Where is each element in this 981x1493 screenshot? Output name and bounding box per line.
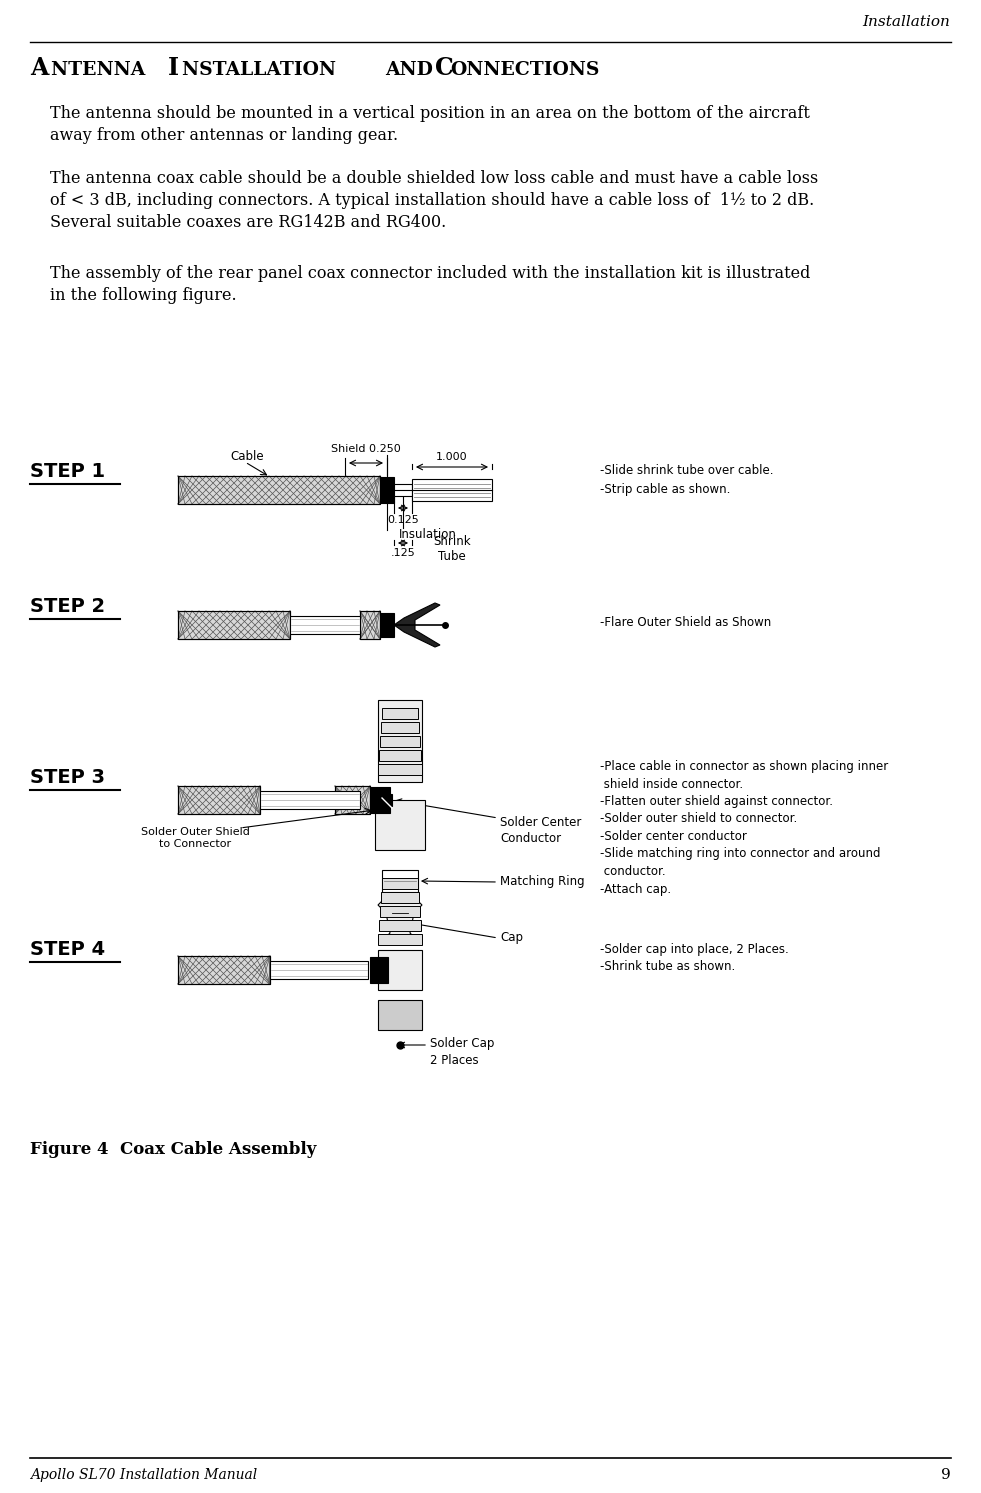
Bar (378, 700, 422, 782)
Bar (360, 611, 380, 639)
Bar (360, 611, 380, 639)
Text: The antenna should be mounted in a vertical position in an area on the bottom of: The antenna should be mounted in a verti… (50, 105, 810, 145)
Bar (178, 956, 270, 984)
Bar (178, 785, 260, 814)
Text: NSTALLATION: NSTALLATION (182, 61, 342, 79)
Bar (379, 749, 421, 761)
Text: .125: .125 (390, 548, 415, 558)
Bar (270, 961, 368, 979)
Text: The antenna coax cable should be a double shielded low loss cable and must have : The antenna coax cable should be a doubl… (50, 170, 818, 231)
Bar (290, 617, 360, 635)
Bar (178, 476, 380, 505)
Text: STEP 1: STEP 1 (30, 461, 105, 481)
Text: -Place cable in connector as shown placing inner
 shield inside connector.
-Flat: -Place cable in connector as shown placi… (600, 760, 888, 896)
Bar (378, 935, 422, 945)
Text: STEP 4: STEP 4 (30, 941, 105, 959)
Text: The assembly of the rear panel coax connector included with the installation kit: The assembly of the rear panel coax conn… (50, 264, 810, 305)
Text: NTENNA: NTENNA (51, 61, 152, 79)
Bar (382, 794, 392, 806)
Bar (370, 787, 390, 814)
Text: -Flare Outer Shield as Shown: -Flare Outer Shield as Shown (600, 615, 771, 629)
Bar (178, 476, 380, 505)
Text: Installation: Installation (862, 15, 950, 28)
Polygon shape (378, 900, 422, 941)
Text: A: A (30, 57, 48, 81)
Text: Shield 0.250: Shield 0.250 (332, 443, 401, 454)
Text: Solder Outer Shield
to Connector: Solder Outer Shield to Connector (140, 827, 249, 850)
Bar (378, 1000, 422, 1030)
Text: AND: AND (385, 61, 439, 79)
Bar (378, 764, 422, 775)
Text: ONNECTIONS: ONNECTIONS (450, 61, 599, 79)
Bar (370, 957, 388, 982)
Bar (380, 736, 420, 746)
Text: STEP 3: STEP 3 (30, 767, 105, 787)
Bar (178, 785, 260, 814)
Text: Cap: Cap (500, 932, 523, 945)
Polygon shape (394, 603, 440, 646)
Text: Matching Ring: Matching Ring (500, 875, 585, 888)
Text: Insulation: Insulation (399, 529, 457, 542)
Bar (381, 723, 419, 733)
Bar (380, 614, 394, 638)
Text: -Solder cap into place, 2 Places.
-Shrink tube as shown.: -Solder cap into place, 2 Places. -Shrin… (600, 942, 789, 973)
Text: 9: 9 (941, 1468, 951, 1483)
Text: I: I (168, 57, 180, 81)
Bar (260, 791, 360, 809)
Bar (378, 950, 422, 990)
Bar (335, 785, 370, 814)
Text: Shrink
Tube: Shrink Tube (434, 534, 471, 563)
Bar (178, 956, 270, 984)
Bar (380, 906, 420, 917)
Text: Solder Center
Conductor: Solder Center Conductor (500, 815, 582, 845)
Text: 0.125: 0.125 (387, 515, 419, 526)
Bar (382, 878, 418, 888)
Text: Apollo SL70 Installation Manual: Apollo SL70 Installation Manual (30, 1468, 257, 1483)
Text: 1.000: 1.000 (437, 452, 468, 461)
Text: STEP 2: STEP 2 (30, 597, 105, 617)
Bar (178, 611, 290, 639)
Text: Figure 4  Coax Cable Assembly: Figure 4 Coax Cable Assembly (30, 1142, 317, 1159)
Text: Cable: Cable (230, 451, 264, 463)
Bar (381, 891, 419, 903)
Text: -Slide shrink tube over cable.
-Strip cable as shown.: -Slide shrink tube over cable. -Strip ca… (600, 464, 773, 496)
Bar (382, 708, 418, 720)
Bar (394, 484, 412, 496)
Text: C: C (435, 57, 454, 81)
Bar (335, 785, 370, 814)
Bar (382, 870, 418, 891)
Bar (412, 479, 492, 502)
Bar (380, 476, 394, 503)
Text: Solder Cap
2 Places: Solder Cap 2 Places (430, 1038, 494, 1066)
Bar (379, 920, 421, 932)
Bar (375, 800, 425, 850)
Bar (178, 611, 290, 639)
